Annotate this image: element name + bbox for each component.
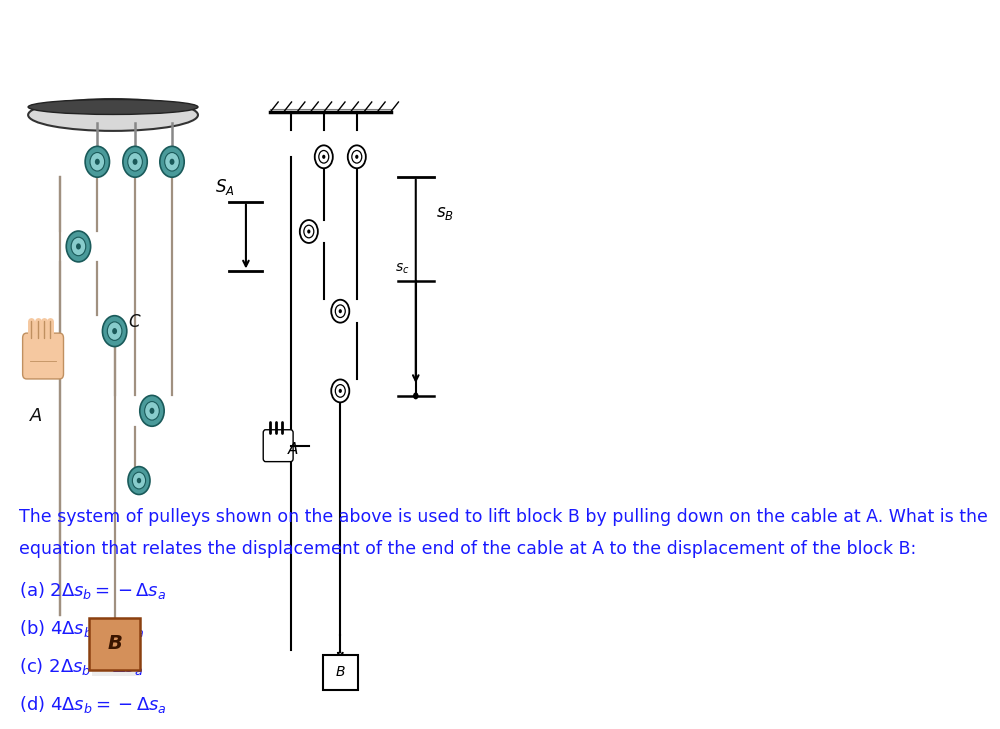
Circle shape [307,230,310,233]
Circle shape [331,300,349,323]
FancyBboxPatch shape [89,618,140,670]
Circle shape [66,231,91,262]
Circle shape [137,477,141,483]
Circle shape [160,147,184,177]
Text: A: A [30,407,42,425]
Text: $s_B$: $s_B$ [436,203,454,222]
Circle shape [123,147,147,177]
Circle shape [339,309,342,313]
Circle shape [339,389,342,393]
Circle shape [355,155,358,159]
Circle shape [315,145,333,168]
Ellipse shape [28,99,198,131]
Circle shape [76,243,81,249]
Text: (c) $2\Delta s_b = \Delta s_a$: (c) $2\Delta s_b = \Delta s_a$ [19,656,143,677]
Circle shape [304,225,314,238]
FancyBboxPatch shape [263,430,293,461]
Circle shape [132,472,146,489]
Circle shape [95,159,100,165]
Circle shape [128,152,142,171]
Ellipse shape [28,100,198,114]
Text: A: A [288,442,298,456]
Bar [323,655,358,690]
Circle shape [165,152,179,171]
Circle shape [348,145,366,168]
Text: $S_A$: $S_A$ [215,176,235,197]
Circle shape [102,316,127,346]
Circle shape [170,159,174,165]
FancyBboxPatch shape [92,670,140,676]
Circle shape [300,220,318,243]
Circle shape [90,152,105,171]
Text: B: B [107,634,122,653]
Text: C: C [129,313,140,331]
Circle shape [71,237,86,256]
Circle shape [335,305,345,318]
Circle shape [150,408,154,414]
Text: (a) $2\Delta s_b = -\Delta s_a$: (a) $2\Delta s_b = -\Delta s_a$ [19,580,166,601]
Circle shape [413,392,419,399]
Text: (b) $4\Delta s_b = \Delta s_a$: (b) $4\Delta s_b = \Delta s_a$ [19,618,144,639]
Circle shape [85,147,110,177]
Circle shape [319,150,329,163]
Circle shape [322,155,325,159]
Circle shape [335,385,345,397]
Circle shape [112,328,117,334]
Circle shape [128,467,150,494]
Circle shape [145,402,159,420]
Circle shape [140,395,164,426]
Text: $s_c$: $s_c$ [395,262,409,276]
Text: (d) $4\Delta s_b = -\Delta s_a$: (d) $4\Delta s_b = -\Delta s_a$ [19,694,166,714]
Circle shape [107,322,122,340]
Circle shape [331,379,349,402]
Text: equation that relates the displacement of the end of the cable at A to the displ: equation that relates the displacement o… [19,540,916,558]
Text: The system of pulleys shown on the above is used to lift block B by pulling down: The system of pulleys shown on the above… [19,508,988,526]
FancyBboxPatch shape [23,333,64,379]
Circle shape [352,150,362,163]
Circle shape [133,159,137,165]
Text: B: B [336,666,345,679]
